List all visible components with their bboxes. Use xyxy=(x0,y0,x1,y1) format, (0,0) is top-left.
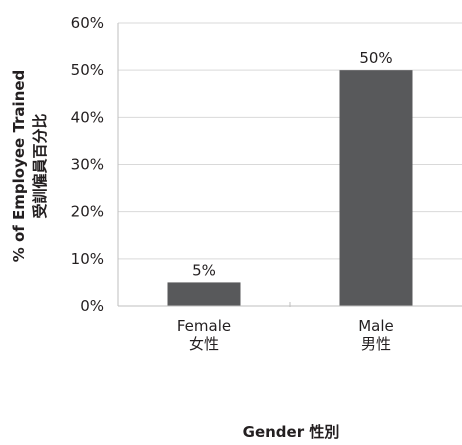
y-tick-label: 40% xyxy=(71,108,104,126)
bar xyxy=(167,282,241,306)
y-tick-label: 30% xyxy=(71,156,104,174)
data-label: 5% xyxy=(192,261,216,279)
x-tick-label: Male xyxy=(358,317,394,335)
y-axis-title: % of Employee Trained xyxy=(10,70,28,263)
y-tick-label: 0% xyxy=(80,297,104,315)
y-tick-label: 20% xyxy=(71,203,104,221)
y-tick-label: 60% xyxy=(71,14,104,32)
data-label: 50% xyxy=(359,49,392,67)
y-tick-label: 50% xyxy=(71,61,104,79)
x-tick-label: 男性 xyxy=(361,335,391,353)
bar xyxy=(339,70,413,307)
axes xyxy=(117,23,462,307)
y-tick-label: 10% xyxy=(71,250,104,268)
y-axis-title-chinese: 受訓僱員百分比 xyxy=(31,113,49,218)
x-tick-label: Female xyxy=(177,317,231,335)
x-axis-title: Gender 性別 xyxy=(243,423,340,441)
bars xyxy=(167,70,413,307)
x-tick-label: 女性 xyxy=(189,335,219,353)
